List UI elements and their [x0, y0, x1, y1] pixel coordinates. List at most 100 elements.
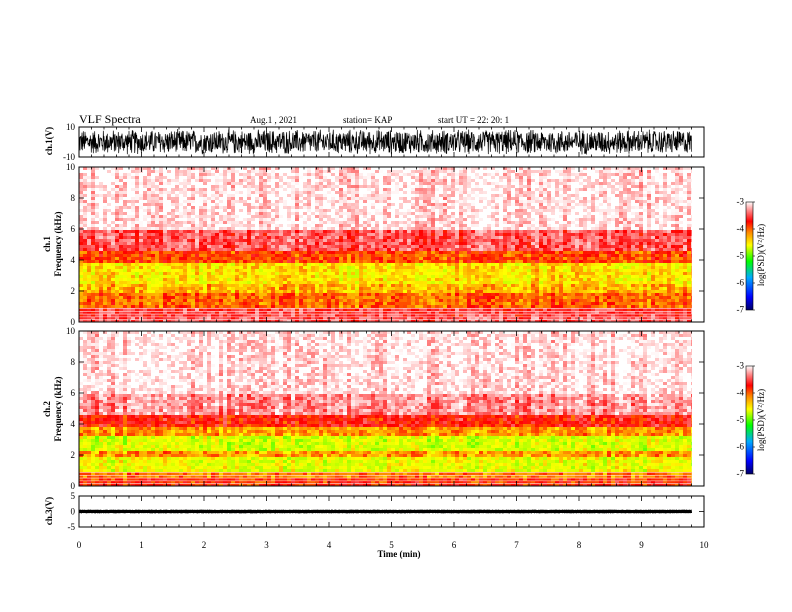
ch1-spectrogram-cell — [263, 233, 268, 237]
ch1-spectrogram-cell — [155, 206, 160, 210]
ch1-spectrogram-cell — [379, 200, 384, 204]
ch1-spectrogram-cell — [107, 272, 112, 276]
ch1-spectrogram-cell — [263, 311, 268, 315]
ch1-spectrogram-cell — [167, 242, 172, 246]
ch1-spectrogram-cell — [239, 266, 244, 270]
ch1-spectrogram-cell — [319, 251, 324, 255]
ch1-spectrogram-cell — [95, 305, 100, 309]
ch1-spectrogram-cell — [203, 287, 208, 291]
ch1-spectrogram-cell — [215, 212, 220, 216]
ch1-spectrogram-cell — [163, 308, 168, 312]
ch1-spectrogram-cell — [323, 254, 328, 258]
ch1-spectrogram-cell — [323, 224, 328, 228]
ch1-spectrogram-cell — [211, 239, 216, 243]
ch1-spectrogram-cell — [407, 236, 412, 240]
ch1-spectrogram-cell — [311, 314, 316, 318]
ch1-spectrogram-cell — [315, 218, 320, 222]
ch1-spectrogram-cell — [307, 203, 312, 207]
ch1-spectrogram-cell — [415, 272, 420, 276]
ch1-spectrogram-cell — [451, 236, 456, 240]
ch1-spectrogram-cell — [303, 311, 308, 315]
ch1-spectrogram-cell — [347, 296, 352, 300]
ch1-spectrogram-cell — [423, 215, 428, 219]
ch1-spectrogram-cell — [127, 302, 132, 306]
ch1-spectrogram-cell — [443, 215, 448, 219]
ch1-spectrogram-cell — [87, 200, 92, 204]
ch1-spectrogram-cell — [183, 170, 188, 174]
ch1-spectrogram-cell — [407, 200, 412, 204]
ch1-spectrogram-cell — [151, 245, 156, 249]
ch1-spectrogram-cell — [139, 263, 144, 267]
ch1-spectrogram-cell — [123, 200, 128, 204]
ch1-spectrogram-cell — [227, 188, 232, 192]
ch1-spectrogram-cell — [127, 209, 132, 213]
ch1-spectrogram-cell — [235, 299, 240, 303]
ch1-spectrogram-cell — [355, 179, 360, 183]
ch1-spectrogram-cell — [423, 212, 428, 216]
ch1-spectrogram-cell — [219, 263, 224, 267]
ch1-spectrogram-cell — [443, 269, 448, 273]
ch1-spectrogram-cell — [199, 320, 204, 323]
ch1-spectrogram-cell — [279, 290, 284, 294]
ch1-spectrogram-cell — [303, 257, 308, 261]
ch1-spectrogram-cell — [231, 317, 236, 321]
ch1-spectrogram-cell — [211, 281, 216, 285]
ch1-spectrogram-cell — [267, 170, 272, 174]
ch1-spectrogram-cell — [211, 209, 216, 213]
ch1-spectrogram-cell — [155, 209, 160, 213]
ch1-spectrogram-cell — [219, 293, 224, 297]
ch1-spectrogram-cell — [243, 206, 248, 210]
ch1-spectrogram-cell — [243, 194, 248, 198]
ch1-spectrogram-cell — [339, 245, 344, 249]
ch1-spectrogram-cell — [311, 302, 316, 306]
ch1-spectrogram-cell — [427, 311, 432, 315]
ch1-spectrogram-cell — [135, 200, 140, 204]
ch1-spectrogram-cell — [279, 269, 284, 273]
ch1-spectrogram-cell — [215, 275, 220, 279]
ch1-spectrogram-cell — [227, 194, 232, 198]
ch1-spectrogram-cell — [359, 215, 364, 219]
ch1-spectrogram-cell — [191, 281, 196, 285]
ch1-spectrogram-cell — [83, 191, 88, 195]
ch1-spectrogram-cell — [295, 272, 300, 276]
ch1-spectrogram-cell — [331, 266, 336, 270]
ch1-spectrogram-cell — [175, 242, 180, 246]
ch1-spectrogram-cell — [379, 263, 384, 267]
ch1-spectrogram-cell — [239, 221, 244, 225]
ch1-spectrogram-cell — [243, 266, 248, 270]
ch1-spectrogram-cell — [87, 203, 92, 207]
ch1-spectrogram-cell — [331, 314, 336, 318]
ch1-spectrogram-cell — [311, 296, 316, 300]
ch1-spectrogram-cell — [319, 269, 324, 273]
ch1-spectrogram-cell — [387, 302, 392, 306]
ch1-spectrogram-cell — [227, 227, 232, 231]
ch1-spectrogram-cell — [351, 203, 356, 207]
ch1-spectrogram-cell — [275, 182, 280, 186]
ch1-spectrogram-cell — [183, 269, 188, 273]
ch1-spectrogram-cell — [191, 197, 196, 201]
ch1-spectrogram-cell — [207, 197, 212, 201]
ch1-spectrogram-cell — [435, 239, 440, 243]
ch1-spectrogram-cell — [123, 257, 128, 261]
ch1-spectrogram-cell — [411, 188, 416, 192]
ch1-spectrogram-cell — [79, 260, 84, 264]
ch1-spectrogram-cell — [167, 278, 172, 282]
ch1-spectrogram-cell — [363, 203, 368, 207]
ch1-spectrogram-cell — [255, 272, 260, 276]
ch1-spectrogram-cell — [295, 188, 300, 192]
ch1-spectrogram-cell — [87, 263, 92, 267]
ch1-spectrogram-cell — [315, 320, 320, 323]
ch1-spectrogram-cell — [299, 296, 304, 300]
ch1-spectrogram-cell — [375, 245, 380, 249]
ch1-spectrogram-cell — [343, 296, 348, 300]
ch1-spectrogram-cell — [359, 191, 364, 195]
ch1-spectrogram-cell — [331, 212, 336, 216]
ch1-spectrogram-cell — [291, 212, 296, 216]
ch1-spectrogram-cell — [111, 179, 116, 183]
ch1-spectrogram-cell — [131, 284, 136, 288]
ch1-spectrogram-cell — [427, 260, 432, 264]
ch1-spectrogram-cell — [279, 272, 284, 276]
ch1-spectrogram-cell — [431, 200, 436, 204]
ch1-spectrogram-cell — [211, 305, 216, 309]
ch1-spectrogram-cell — [439, 278, 444, 282]
